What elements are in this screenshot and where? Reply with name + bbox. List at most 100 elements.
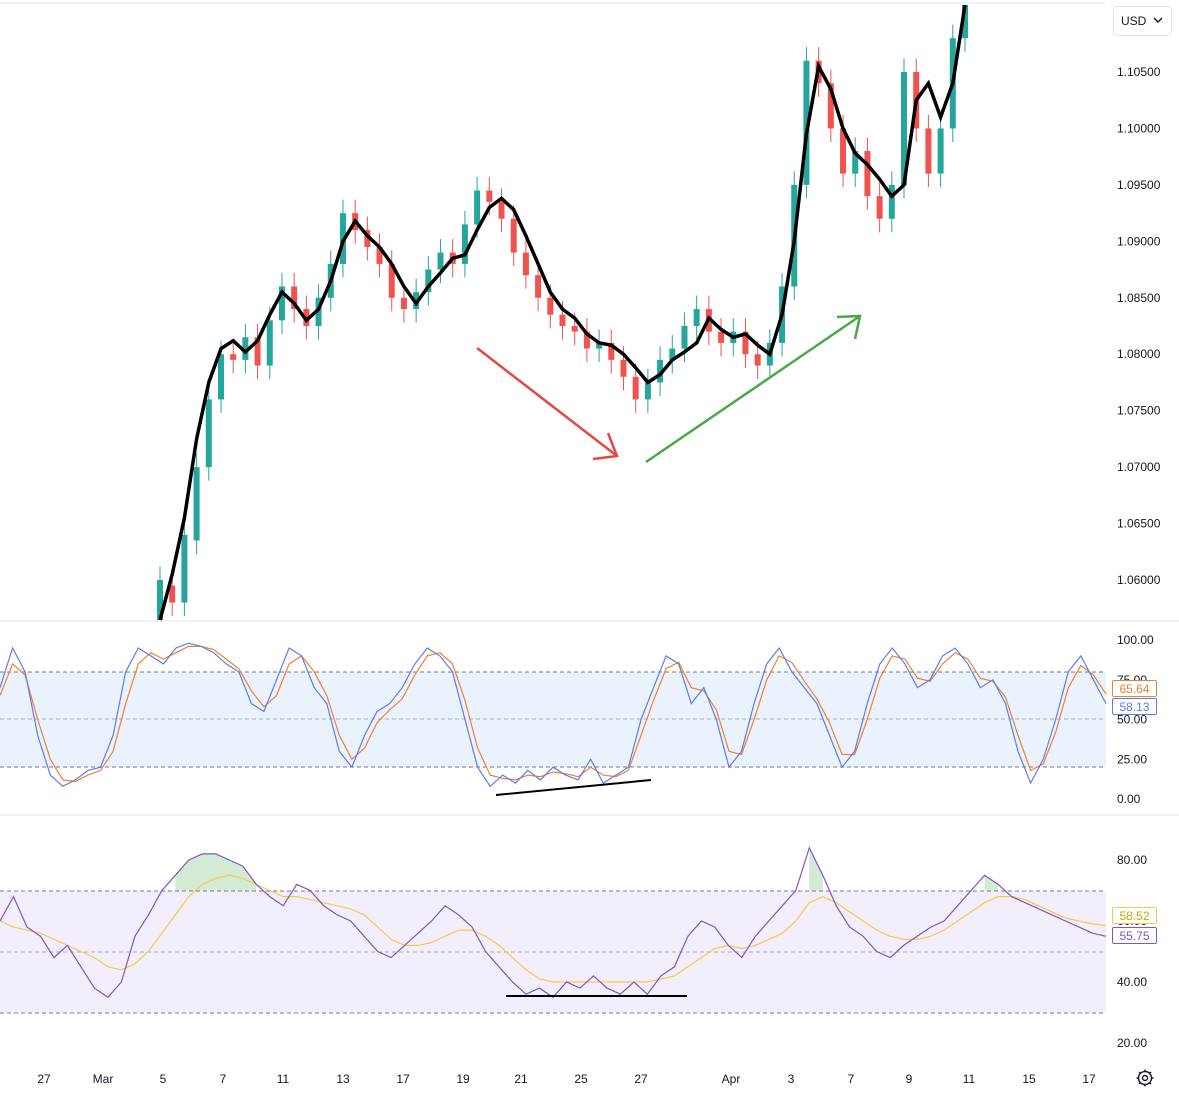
- price-moving-average-line: [158, 4, 967, 621]
- time-axis-label: 3: [788, 1072, 795, 1086]
- candle-body: [571, 326, 578, 332]
- candlesticks[interactable]: [157, 5, 968, 620]
- time-axis-label: 7: [848, 1072, 855, 1086]
- candle-body: [388, 263, 395, 298]
- rsi-tick-label: 80.00: [1117, 853, 1147, 867]
- time-axis-label: 5: [160, 1072, 167, 1086]
- stochastic-d-line: [0, 645, 1107, 783]
- time-axis-label: Apr: [722, 1072, 741, 1086]
- candle-body: [400, 297, 407, 310]
- candle-body: [535, 275, 542, 298]
- candle-body: [718, 331, 725, 343]
- time-axis-label: 17: [1082, 1072, 1096, 1086]
- candle-body: [461, 224, 468, 264]
- price-tick-label: 1.10000: [1117, 121, 1161, 135]
- candle-body: [888, 184, 895, 219]
- candle-body: [547, 297, 554, 315]
- candle-body: [852, 151, 859, 174]
- candle-body: [498, 201, 505, 219]
- time-axis-label: Mar: [93, 1072, 114, 1086]
- time-axis-label: 27: [37, 1072, 51, 1086]
- candle-body: [364, 230, 371, 247]
- time-axis-label: 25: [574, 1072, 588, 1086]
- candle-body: [315, 297, 322, 326]
- candle-body: [925, 128, 932, 174]
- rsi-overbought-fill: [175, 847, 999, 891]
- candle-body: [291, 286, 298, 310]
- candle-body: [169, 585, 176, 603]
- candle-body: [693, 309, 700, 326]
- candle-body: [486, 190, 493, 202]
- price-tick-label: 1.09500: [1117, 178, 1161, 192]
- price-tick-label: 1.08500: [1117, 291, 1161, 305]
- rsi-tick-label: 40.00: [1117, 975, 1147, 989]
- settings-gear-icon[interactable]: [1134, 1067, 1156, 1089]
- stochastic-k-line: [0, 642, 1107, 788]
- rsi-moving-average-line: [0, 874, 1107, 983]
- candle-body: [937, 128, 944, 174]
- down-arrow-annotation: [476, 347, 619, 461]
- candle-body: [901, 72, 908, 185]
- candle-body: [596, 342, 603, 349]
- price-tick-label: 1.10500: [1117, 65, 1161, 79]
- stochastic-band: [0, 672, 1106, 767]
- candle-body: [205, 399, 212, 468]
- currency-label: USD: [1121, 14, 1147, 28]
- candle-body: [608, 342, 615, 360]
- candle-body: [669, 348, 676, 360]
- stoch-k-value-badge: 58.13: [1112, 698, 1157, 715]
- rsi-ma-value-badge: 58.52: [1112, 907, 1157, 924]
- candle-body: [754, 354, 761, 366]
- stoch-tick-label: 25.00: [1117, 752, 1147, 766]
- candle-body: [644, 382, 651, 400]
- candle-body: [681, 326, 688, 349]
- candle-body: [840, 128, 847, 174]
- candle-body: [864, 151, 871, 197]
- candle-body: [583, 331, 590, 349]
- candle-body: [181, 534, 188, 603]
- price-tick-label: 1.09000: [1117, 234, 1161, 248]
- time-axis-label: 11: [277, 1072, 290, 1086]
- candle-body: [217, 354, 224, 400]
- stoch-tick-label: 100.00: [1117, 633, 1154, 647]
- candle-body: [962, 5, 968, 39]
- price-panel[interactable]: 1.10500 1.10000 1.09500 1.09000 1.08500 1.080…: [157, 4, 1161, 621]
- candle-body: [425, 269, 432, 293]
- candle-body: [632, 376, 639, 400]
- currency-selector-button[interactable]: USD: [1113, 6, 1172, 36]
- candle-body: [522, 252, 529, 276]
- rsi-overbought-area: [984, 875, 999, 891]
- time-axis-label: 9: [906, 1072, 913, 1086]
- time-axis-label: 13: [336, 1072, 350, 1086]
- candle-body: [742, 331, 749, 355]
- candle-body: [827, 83, 834, 129]
- rsi-value-badge: 55.75: [1112, 927, 1157, 944]
- candle-body: [254, 337, 261, 366]
- time-axis-label: 11: [963, 1072, 976, 1086]
- time-axis[interactable]: 27 Mar 5 7 11 13 17 19 21 25 27 Apr 3 7 9 11 15 17: [37, 1072, 1096, 1086]
- stoch-d-value-badge: 65.64: [1112, 680, 1157, 697]
- price-tick-label: 1.08000: [1117, 347, 1161, 361]
- price-tick-label: 1.06500: [1117, 517, 1161, 531]
- chevron-down-icon: [1153, 17, 1163, 23]
- candle-body: [266, 320, 273, 366]
- rsi-overbought-area: [175, 853, 257, 891]
- price-tick-label: 1.07500: [1117, 404, 1161, 418]
- time-axis-label: 21: [514, 1072, 528, 1086]
- candle-body: [657, 359, 664, 383]
- candle-body: [157, 580, 163, 620]
- time-axis-label: 7: [220, 1072, 227, 1086]
- rsi-tick-label: 20.00: [1117, 1036, 1147, 1050]
- time-axis-label: 19: [456, 1072, 470, 1086]
- candle-body: [876, 196, 883, 219]
- stoch-tick-label: 0.00: [1117, 792, 1141, 806]
- up-arrow-annotation: [645, 314, 862, 464]
- candle-body: [437, 252, 444, 270]
- time-axis-label: 17: [396, 1072, 410, 1086]
- candle-body: [559, 314, 566, 326]
- candle-body: [242, 337, 249, 360]
